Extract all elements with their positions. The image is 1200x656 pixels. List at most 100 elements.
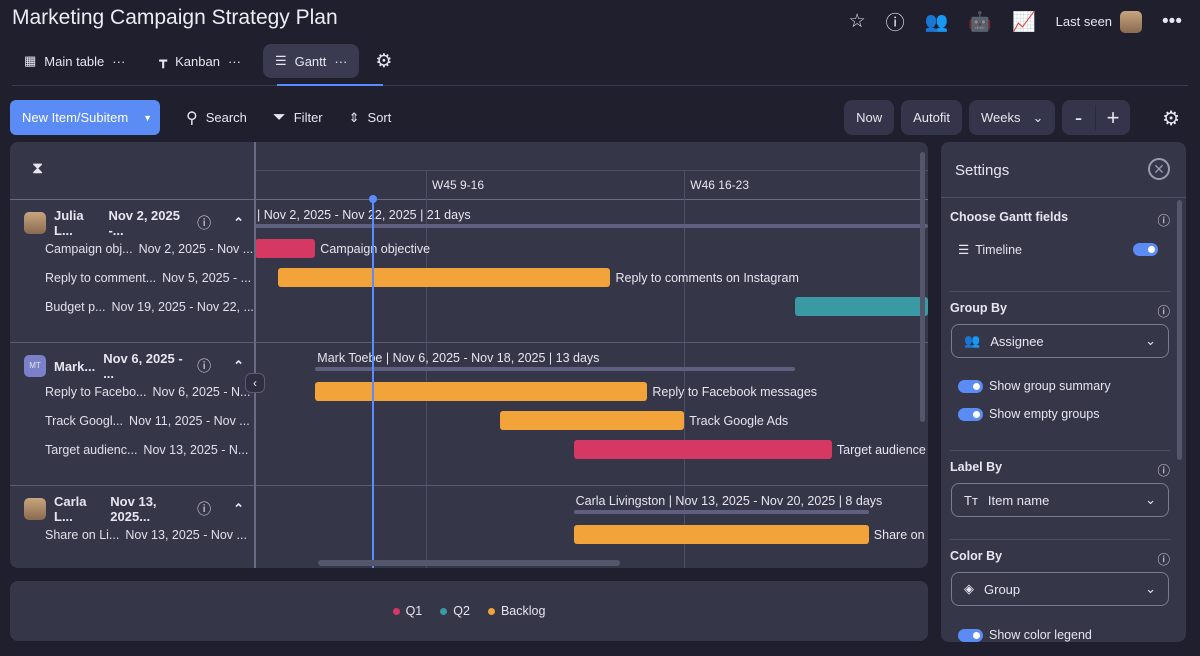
collapse-pane-button[interactable]: ‹ [245,373,265,393]
caret-down-icon[interactable]: ▼ [143,112,152,123]
people-icon[interactable]: 👥 [924,11,949,33]
bar-label: Campaign objective [320,242,431,256]
today-marker [369,195,378,203]
item-dates: Nov 13, 2025 - N... [143,443,249,457]
group-dates: Nov 6, 2025 - ... [103,351,183,381]
gantt-settings-icon[interactable]: ⚙ [1162,108,1180,130]
gantt-bar[interactable] [795,297,928,316]
info-icon[interactable]: ⓘ [1157,553,1170,567]
gantt-bar[interactable] [573,525,869,544]
group-header[interactable]: Julia L... Nov 2, 2025 -... ⓘ ⌃ [24,208,244,238]
tab-gantt[interactable]: ☰ Gantt ··· [262,44,360,78]
scale-select[interactable]: Weeks ⌄ [969,100,1055,135]
legend-item: Backlog [487,604,545,618]
item-row[interactable]: Share on Li... Nov 13, 2025 - Nov ... [45,528,247,542]
label-by-heading: Label By ⓘ [950,460,1170,478]
new-item-button[interactable]: New Item/Subitem ▼ [10,100,160,135]
zoom-in-button[interactable]: + [1106,104,1120,130]
group-by-select[interactable]: 👥 Assignee ⌄ [951,324,1169,358]
chevron-down-icon: ⌄ [1145,581,1156,596]
week-label: W45 9-16 [432,178,485,192]
zoom-out-button[interactable]: - [1062,104,1096,131]
settings-title: Settings [955,162,1010,179]
search-button[interactable]: ⚲ Search [186,109,247,127]
kanban-icon: ┳ [159,53,168,68]
timeline-toggle[interactable] [1133,243,1158,256]
legend-dot [440,608,448,615]
group-header[interactable]: Carla L... Nov 13, 2025... ⓘ ⌃ [24,494,244,524]
horizontal-scrollbar[interactable] [318,560,620,566]
autofit-button[interactable]: Autofit [901,100,962,135]
tab-kanban[interactable]: ┳ Kanban ··· [159,53,241,69]
more-icon[interactable]: ••• [1162,10,1182,32]
group-dates: Nov 2, 2025 -... [108,208,180,238]
color-legend-toggle[interactable] [958,628,983,642]
star-icon[interactable]: ☆ [848,11,866,32]
vertical-scrollbar[interactable] [920,152,925,422]
label-by-select[interactable]: Tт Item name ⌄ [951,483,1169,517]
info-icon[interactable]: ⓘ [197,358,212,374]
now-button[interactable]: Now [844,100,895,135]
info-icon[interactable]: ⓘ [197,215,212,231]
gantt-bar[interactable] [499,411,685,430]
sort-button[interactable]: ⇕ Sort [348,109,392,126]
item-row[interactable]: Reply to Facebo... Nov 6, 2025 - N... [45,385,250,399]
color-by-select[interactable]: ◈ Group ⌄ [951,572,1169,606]
item-dates: Nov 6, 2025 - N... [152,385,251,399]
color-legend: Q1 Q2 Backlog [10,581,928,641]
item-row[interactable]: Budget p... Nov 19, 2025 - Nov 22, ... [45,300,254,314]
legend-dot [392,608,400,615]
item-list: ⧗ [10,142,255,568]
avatar [1120,10,1143,33]
tab-main-table[interactable]: ▦ Main table ··· [24,53,126,69]
gantt-bar[interactable] [315,382,648,401]
info-icon[interactable]: ⓘ [885,13,905,34]
group-header[interactable]: MT Mark... Nov 6, 2025 - ... ⓘ ⌃ [24,351,244,381]
item-row[interactable]: Reply to comment... Nov 5, 2025 - ... [45,271,251,285]
chevron-up-icon[interactable]: ⌃ [233,215,244,230]
info-icon[interactable]: ⓘ [1157,464,1170,478]
robot-icon[interactable]: 🤖 [968,11,992,33]
color-by-heading: Color By ⓘ [950,549,1170,567]
legend-item: Q2 [440,604,470,618]
gantt-bar[interactable] [573,440,832,459]
settings-scrollbar[interactable] [1177,200,1182,460]
more-icon[interactable]: ··· [112,53,126,69]
item-name: Budget p... [45,300,106,314]
more-icon[interactable]: ··· [334,53,348,69]
item-row[interactable]: Campaign obj... Nov 2, 2025 - Nov ... [45,242,253,256]
group-divider [10,342,928,343]
toolbar: New Item/Subitem ▼ ⚲ Search ⏷ Filter ⇕ Sort [10,100,391,135]
active-tab-indicator [277,84,383,86]
group-by-heading: Group By ⓘ [950,301,1170,319]
chevron-down-icon: ⌄ [1145,333,1156,348]
close-icon[interactable]: ✕ [1148,158,1170,180]
empty-groups-toggle[interactable] [958,407,983,421]
info-icon[interactable]: ⓘ [1157,214,1170,228]
week-label: W46 16-23 [690,178,749,192]
settings-panel: Settings ✕ Choose Gantt fields ⓘ ☰ Timelin… [941,142,1186,642]
chart-icon[interactable]: 📈 [1011,11,1036,33]
item-name: Target audienc... [45,443,138,457]
avatar [24,498,46,520]
show-group-summary: Show group summary [958,379,1111,393]
gantt-bar[interactable] [278,268,611,287]
chevron-up-icon[interactable]: ⌃ [233,358,244,373]
info-icon[interactable]: ⓘ [1157,305,1170,319]
more-icon[interactable]: ··· [227,53,241,69]
item-row[interactable]: Track Googl... Nov 11, 2025 - Nov ... [45,414,250,428]
group-summary-toggle[interactable] [958,379,983,393]
show-color-legend: Show color legend [958,628,1092,642]
divider [950,539,1170,540]
gantt-bar[interactable] [255,239,316,258]
view-settings-icon[interactable]: ⚙ [375,50,393,72]
item-name: Share on Li... [45,528,120,542]
last-seen[interactable]: Last seen [1056,10,1143,33]
filter-button[interactable]: ⏷ Filter [272,108,323,126]
gantt-chart: ⧗ W45 9-16 W46 16-23 Julia L... Nov 2, 2025… [10,142,928,568]
expand-collapse-icon[interactable]: ⧗ [32,160,44,177]
item-row[interactable]: Target audienc... Nov 13, 2025 - N... [45,443,248,457]
info-icon[interactable]: ⓘ [197,501,212,517]
header-actions: ☆ ⓘ 👥 🤖 📈 Last seen ••• [849,8,1182,35]
chevron-up-icon[interactable]: ⌃ [233,501,244,516]
